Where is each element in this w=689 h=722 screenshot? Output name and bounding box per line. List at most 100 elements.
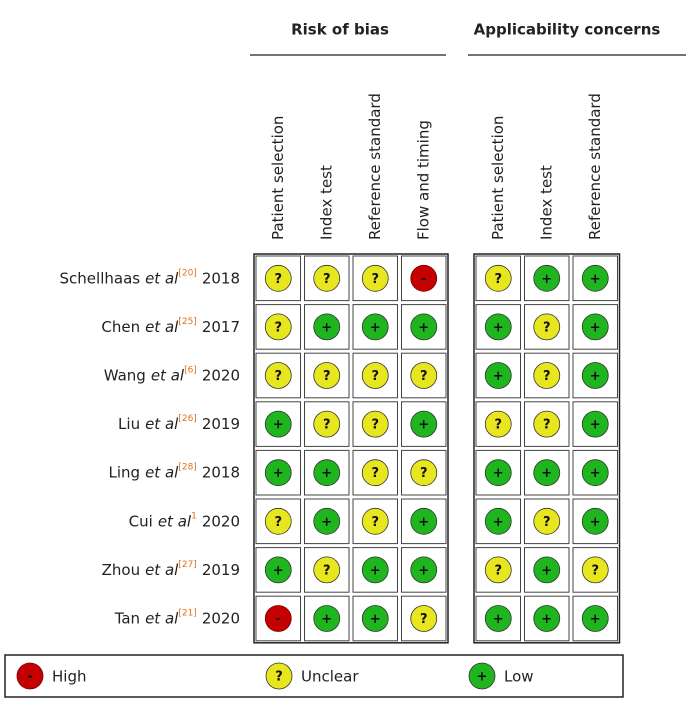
judgement-dot-symbol: ?: [323, 369, 331, 384]
judgement-dot: [533, 264, 561, 292]
study-year: 2019: [202, 415, 240, 433]
cell: [304, 304, 350, 350]
legend-label: Unclear: [301, 668, 359, 686]
judgement-dot-symbol: ?: [591, 563, 599, 578]
judgement-dot-symbol: ?: [371, 466, 379, 481]
grid-frame: [253, 253, 449, 644]
judgement-dot-symbol: ?: [274, 272, 282, 287]
study-ref: 1: [191, 511, 197, 521]
judgement-dot-symbol: +: [493, 320, 504, 335]
cell: [572, 352, 618, 399]
study-author: Ling: [109, 463, 141, 481]
judgement-dot-symbol: +: [541, 563, 552, 578]
cell: [572, 401, 618, 447]
cell: [401, 304, 447, 350]
study-author: Cui: [129, 512, 153, 530]
cell: [401, 498, 447, 545]
cell: [352, 401, 398, 447]
judgement-dot: [533, 313, 561, 341]
legend-dot-symbol: -: [27, 670, 32, 685]
cell: [524, 401, 570, 447]
column-label: Index test: [537, 165, 555, 240]
risk-header: Risk of bias: [291, 21, 389, 39]
judgement-dot-symbol: +: [493, 612, 504, 627]
study-year: 2020: [202, 366, 240, 384]
judgement-dot-symbol: +: [321, 612, 332, 627]
cell: [255, 547, 301, 593]
legend-dot: [16, 662, 44, 690]
column-label: Patient selection: [269, 116, 287, 240]
cell: [524, 255, 570, 302]
cell: [524, 352, 570, 399]
cell: [572, 595, 618, 642]
judgement-dot-symbol: ?: [543, 515, 551, 530]
judgement-dot: [581, 410, 609, 438]
study-ref: [27]: [178, 559, 196, 569]
judgement-dot: [361, 605, 389, 632]
study-etal: et al: [145, 269, 179, 287]
study-author: Tan: [114, 609, 140, 627]
judgement-dot: [410, 459, 438, 487]
cell: [475, 449, 521, 496]
legend-box: [4, 654, 624, 698]
judgement-dot: [484, 459, 512, 487]
cell: [255, 352, 301, 399]
judgement-dot: [581, 362, 609, 389]
judgement-dot-symbol: +: [590, 272, 601, 287]
study-label: Tan et al[21] 2020: [114, 608, 240, 627]
study-etal: et al: [145, 560, 179, 578]
column-label: Reference standard: [366, 93, 384, 240]
judgement-dot: [533, 556, 561, 584]
judgement-dot: [313, 264, 341, 292]
legend-dot: [265, 662, 293, 690]
study-label: Cui et al1 2020: [129, 511, 240, 530]
judgement-dot: [581, 459, 609, 487]
study-label: Schellhaas et al[20] 2018: [60, 268, 240, 287]
judgement-dot-symbol: +: [273, 466, 284, 481]
legend-dot-symbol: ?: [275, 670, 283, 685]
judgement-dot: [264, 507, 292, 535]
study-author: Chen: [101, 317, 140, 335]
cell: [352, 547, 398, 593]
cell: [475, 304, 521, 350]
judgement-dot-symbol: +: [273, 563, 284, 578]
judgement-dot: [581, 313, 609, 341]
study-author: Wang: [104, 366, 146, 384]
study-year: 2019: [202, 560, 240, 578]
judgement-dot-symbol: ?: [420, 612, 428, 627]
judgement-dot: [361, 264, 389, 292]
study-ref: [21]: [178, 608, 196, 618]
cell: [475, 547, 521, 593]
judgement-dot: [410, 507, 438, 535]
cell: [524, 449, 570, 496]
cell: [304, 255, 350, 302]
study-label: Wang et al[6] 2020: [104, 365, 240, 384]
judgement-dot-symbol: ?: [323, 272, 331, 287]
cell: [255, 401, 301, 447]
cell: [524, 498, 570, 545]
judgement-dot-symbol: ?: [371, 369, 379, 384]
judgement-dot: [410, 264, 438, 292]
judgement-dot: [264, 313, 292, 341]
cell: [304, 449, 350, 496]
judgement-dot: [313, 556, 341, 584]
judgement-dot-symbol: +: [493, 466, 504, 481]
cell: [475, 352, 521, 399]
judgement-dot-symbol: +: [541, 272, 552, 287]
judgement-dot: [533, 459, 561, 487]
cell: [304, 401, 350, 447]
judgement-dot-symbol: ?: [371, 272, 379, 287]
judgement-dot-symbol: +: [541, 466, 552, 481]
study-year: 2018: [202, 463, 240, 481]
cell: [304, 547, 350, 593]
judgement-dot-symbol: +: [321, 320, 332, 335]
study-etal: et al: [151, 366, 185, 384]
cell: [352, 498, 398, 545]
grid-frame: [473, 253, 621, 644]
judgement-dot: [313, 362, 341, 389]
judgement-dot: [361, 556, 389, 584]
judgement-dot: [313, 410, 341, 438]
judgement-dot-symbol: +: [321, 466, 332, 481]
study-etal: et al: [145, 415, 179, 433]
column-label: Flow and timing: [414, 120, 432, 240]
